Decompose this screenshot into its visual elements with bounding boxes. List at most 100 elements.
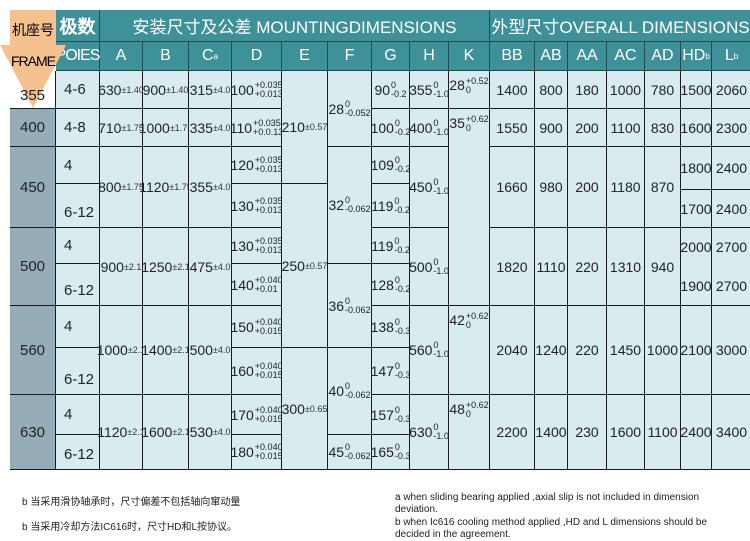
tolerance: ±2.1: [123, 261, 142, 272]
column-label: L: [724, 47, 734, 64]
value: 2000: [680, 239, 712, 256]
lower-deviation: +0.013: [254, 244, 283, 255]
tolerance: ±1.40: [121, 84, 144, 95]
lower-deviation: 0: [465, 320, 471, 330]
dimension-BB: 1820: [490, 228, 535, 306]
tolerance: ±2.1: [127, 345, 146, 355]
value: 250: [281, 257, 305, 274]
dimension-AB: 800: [535, 71, 568, 109]
lower-deviation: -0.2: [394, 283, 411, 294]
dimension-C: 335 ±4.0: [189, 109, 232, 147]
lower-deviation: -0.2: [394, 126, 411, 137]
dimension-F: 45 0 -0.062: [328, 435, 372, 470]
dimension-BB: 2040: [490, 306, 535, 395]
lower-deviation: +0.015: [254, 451, 283, 461]
lower-deviation: -1.0: [433, 349, 449, 359]
value: 1600: [141, 424, 173, 440]
value: 119: [371, 197, 394, 214]
value: 500: [189, 342, 213, 358]
value: 180: [230, 444, 254, 460]
dimension-G: 138 0 -0.3: [371, 306, 411, 348]
tolerance-limits: 0 -0.2: [395, 156, 411, 174]
lower-deviation: -0.2: [394, 164, 411, 174]
lower-deviation: +0.013: [254, 204, 283, 215]
dimension-B: 1250 ±2.1: [141, 228, 190, 306]
value: 900: [100, 258, 124, 275]
tolerance-limits: 0 -0.3: [395, 317, 411, 336]
column-label: D: [250, 47, 263, 64]
upper-deviation: +0.040: [254, 404, 283, 415]
dimension-AA: 220: [568, 306, 607, 395]
dimension-A: 800 ±1.75: [98, 147, 144, 228]
tolerance: ±4.0: [212, 261, 231, 272]
tolerance: ±4.0: [212, 427, 231, 437]
upper-deviation: 0: [345, 295, 351, 306]
dimension-D: 130 +0.035 +0.013: [230, 184, 283, 228]
tolerance-limits: +0.035 +0.013: [254, 196, 283, 215]
poles-value: 4-6: [56, 71, 100, 109]
lower-deviation: -0.2: [391, 88, 407, 99]
tolerance: ±2.1: [127, 427, 145, 437]
poles-value: 6-12: [56, 264, 100, 306]
value: 355: [189, 179, 213, 195]
upper-deviation: +0.035: [253, 117, 281, 128]
tolerance-limits: 0 -0.3: [395, 362, 411, 380]
dimension-AA: 220: [568, 228, 607, 306]
column-header-K: K: [449, 42, 490, 71]
tolerance: ±0.65: [304, 403, 328, 414]
lower-deviation: -0.3: [394, 370, 411, 380]
dimension-A: 1000 ±2.1: [97, 306, 146, 395]
frame-header-cn: 机座号: [12, 22, 54, 38]
column-label: E: [299, 47, 310, 64]
value: 48: [449, 401, 465, 417]
lower-deviation: -0.062: [345, 451, 371, 461]
dimension-B: 1400 ±2.1: [141, 306, 190, 395]
dimension-B: 1000 ±1.75: [139, 109, 192, 147]
lower-deviation: -1.0: [433, 265, 449, 276]
tolerance-limits: 0 -0.3: [395, 405, 411, 424]
dimension-G: 165 0 -0.3: [371, 435, 410, 470]
frame-size: 560: [10, 306, 56, 395]
value: 119: [371, 237, 394, 254]
dimension-AC: 1180: [607, 147, 645, 228]
dimension-F: 36 0 -0.062: [328, 264, 372, 348]
dimension-BB: 2200: [490, 395, 535, 470]
dimension-G: 100 0 -0.2: [371, 109, 411, 147]
column-header-HD: HD b: [681, 42, 712, 71]
dimension-AD: 1100: [645, 395, 681, 470]
upper-deviation: 0: [345, 381, 351, 391]
dimension-F: 40 0 -0.062: [328, 348, 372, 435]
frame-size: 450: [10, 147, 56, 228]
value: 42: [449, 312, 465, 328]
lower-deviation: +0.01: [254, 283, 278, 294]
lower-deviation: +0.015: [254, 413, 283, 424]
tolerance: ±4.0: [212, 345, 231, 355]
value: 128: [370, 276, 394, 293]
dimension-G: 90 0 -0.2: [372, 71, 410, 109]
column-header-B: B: [143, 42, 189, 71]
value: 450: [409, 179, 433, 195]
value: 100: [230, 81, 254, 98]
value: 900: [142, 81, 166, 98]
tolerance-limits: 0 -0.062: [345, 295, 371, 315]
value: 1400: [141, 342, 173, 358]
dimension-B: 1120 ±1.75: [139, 147, 192, 228]
poles-value: 4: [56, 306, 100, 348]
value: 1120: [97, 424, 128, 440]
dimension-BB: 1400: [490, 71, 535, 109]
tolerance: ±2.1: [172, 427, 190, 437]
tolerance-limits: 0 -1.0: [433, 80, 449, 99]
frame-size: 500: [10, 228, 56, 306]
dimension-D: 150 +0.040 +0.015: [230, 306, 283, 348]
value: 630: [409, 424, 433, 440]
note-en-a: a when sliding bearing applied ,axial sl…: [395, 492, 700, 515]
value: 130: [230, 237, 254, 254]
lower-deviation: 0: [465, 409, 471, 419]
upper-deviation: 0: [345, 195, 351, 205]
dimension-D: 170 +0.040 +0.015: [230, 395, 283, 435]
frame-header-en: FRAME: [11, 53, 56, 69]
value: 32: [328, 197, 345, 213]
value: 475: [189, 258, 213, 275]
dimension-D: 160 +0.040 +0.015: [230, 348, 283, 395]
